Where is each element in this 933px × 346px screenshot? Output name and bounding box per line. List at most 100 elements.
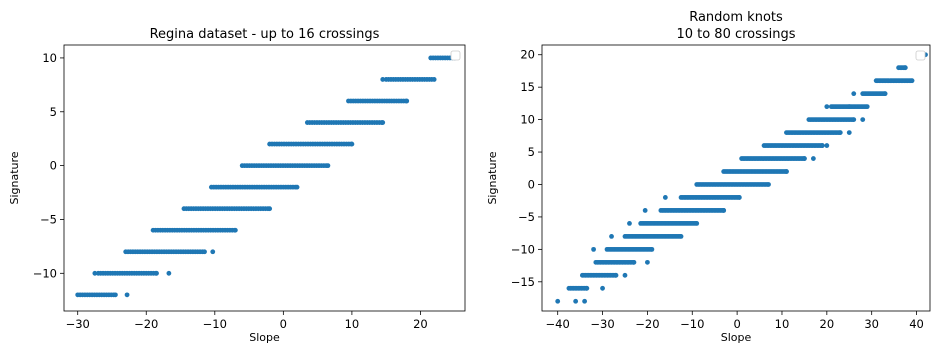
- data-point: [909, 78, 915, 84]
- x-tick-label: 10: [775, 317, 790, 331]
- chart-title-line-2: 10 to 80 crossings: [676, 27, 795, 42]
- x-axis-ticks: −40 −30 −20 −10 0 10 20 30 40: [546, 311, 924, 331]
- plot-frame: [63, 44, 466, 312]
- y-tick-label: −10: [33, 266, 57, 280]
- data-point-outlier: [166, 270, 172, 276]
- x-tick-label: −10: [680, 317, 704, 331]
- data-point-outlier: [573, 298, 579, 304]
- y-tick-label: 10: [520, 113, 535, 127]
- data-point: [649, 246, 655, 252]
- y-axis-label: Signature: [486, 151, 499, 204]
- y-tick-label: 15: [520, 80, 535, 94]
- data-point: [837, 130, 843, 135]
- x-axis-label: Slope: [721, 331, 752, 344]
- data-point-outlier: [627, 221, 632, 226]
- y-tick-label: −10: [511, 242, 535, 256]
- data-point-outlier: [645, 259, 650, 265]
- data-point: [404, 98, 410, 104]
- data-point: [267, 206, 273, 212]
- x-axis-ticks: −30 −20 −10 0 10 20: [66, 311, 428, 331]
- data-point: [113, 292, 118, 298]
- legend-box: [915, 50, 926, 61]
- y-tick-label: 5: [528, 145, 535, 159]
- data-point-outlier: [810, 156, 816, 161]
- data-point: [232, 227, 238, 233]
- x-tick-label: 40: [909, 317, 924, 331]
- data-point-outlier: [846, 104, 852, 110]
- scatter-points: [75, 55, 458, 298]
- data-point-outlier: [210, 249, 216, 255]
- x-tick-label: 0: [280, 317, 287, 331]
- data-point: [802, 156, 807, 161]
- y-tick-label: 0: [50, 159, 57, 173]
- y-axis-label: Signature: [8, 151, 21, 204]
- data-point: [202, 249, 207, 255]
- data-point-outlier: [92, 270, 98, 276]
- x-tick-label: 20: [413, 317, 428, 331]
- chart-title: Regina dataset - up to 16 crossings: [150, 27, 380, 42]
- data-point: [902, 65, 908, 71]
- data-point: [555, 298, 561, 304]
- y-tick-label: 0: [528, 177, 535, 191]
- y-axis-ticks: −10 −5 0 5 10: [33, 51, 64, 280]
- data-point-outlier: [824, 143, 830, 148]
- data-point-outlier: [591, 246, 596, 252]
- data-point-outlier: [600, 285, 605, 291]
- data-point: [349, 141, 355, 147]
- data-point: [631, 259, 637, 265]
- data-point: [694, 221, 700, 226]
- chart-regina: Regina dataset - up to 16 crossings −30−…: [8, 27, 466, 344]
- data-point: [819, 143, 825, 148]
- chart-random-knots: Random knots 10 to 80 crossings −40 −30 −2…: [486, 10, 931, 344]
- data-point-outlier: [851, 91, 857, 97]
- y-tick-label: 20: [520, 48, 535, 62]
- data-point-outlier: [824, 104, 830, 110]
- data-point-outlier: [622, 272, 628, 278]
- data-point-outlier: [380, 77, 386, 82]
- data-point-outlier: [662, 195, 668, 200]
- plot-frame: [541, 44, 931, 312]
- y-tick-label: 5: [50, 105, 57, 119]
- data-point: [380, 120, 386, 125]
- legend-box: [450, 50, 461, 61]
- y-tick-label: −5: [518, 210, 535, 224]
- data-point-outlier: [860, 117, 866, 123]
- data-point: [613, 272, 619, 278]
- data-point-outlier: [124, 292, 130, 298]
- x-axis-label: Slope: [249, 331, 280, 344]
- y-axis-ticks: −15 −10 −5 0 5 10 15 20: [511, 48, 542, 289]
- data-point: [325, 163, 331, 169]
- data-point: [784, 169, 789, 174]
- data-point: [678, 233, 684, 239]
- data-point: [736, 195, 742, 200]
- x-tick-label: 10: [345, 317, 360, 331]
- x-tick-label: −20: [134, 317, 158, 331]
- data-point: [851, 117, 857, 123]
- data-point: [431, 77, 437, 82]
- data-point-outlier: [609, 233, 614, 239]
- x-tick-label: 0: [733, 317, 740, 331]
- scatter-points: [555, 52, 928, 304]
- x-tick-label: −40: [546, 317, 570, 331]
- data-point-outlier: [642, 208, 648, 213]
- y-tick-label: −15: [511, 275, 535, 289]
- y-tick-label: 10: [42, 51, 57, 65]
- data-point: [154, 270, 159, 276]
- data-point: [721, 208, 727, 213]
- x-tick-label: −20: [635, 317, 659, 331]
- data-point-outlier: [846, 130, 852, 135]
- x-tick-label: 30: [864, 317, 879, 331]
- x-tick-label: −30: [66, 317, 90, 331]
- data-point: [766, 182, 771, 187]
- x-tick-label: −10: [203, 317, 227, 331]
- data-point: [864, 104, 870, 110]
- y-tick-label: −5: [40, 212, 57, 226]
- x-tick-label: 20: [820, 317, 835, 331]
- data-point: [882, 91, 888, 97]
- data-point: [294, 184, 300, 190]
- x-tick-label: −30: [590, 317, 614, 331]
- chart-title-line-1: Random knots: [689, 10, 783, 25]
- data-point-outlier: [582, 298, 588, 304]
- data-point: [584, 285, 590, 291]
